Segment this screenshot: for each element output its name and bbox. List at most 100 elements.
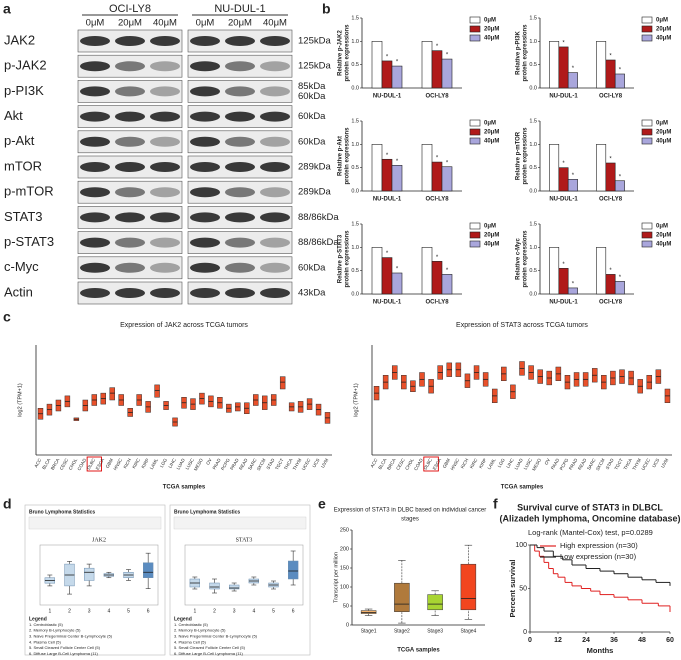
x-axis-label: TCGA samples — [163, 485, 206, 491]
significance-mark: * — [436, 44, 439, 50]
x-tick-label: PRAD — [229, 457, 240, 471]
legend-swatch — [469, 240, 481, 248]
blot-band — [225, 288, 255, 298]
blot-band — [225, 86, 255, 97]
x-tick-label: 60 — [666, 637, 674, 644]
x-tick-label: MESO — [193, 457, 204, 471]
bar — [421, 144, 433, 192]
x-tick-label: KIRC — [131, 457, 141, 469]
size-label: 60kDa — [298, 262, 326, 273]
x-tick-label: LGG — [159, 457, 168, 468]
legend-swatch — [469, 119, 481, 127]
x-tick-label: 48 — [638, 637, 646, 644]
x-tick-label: CHOL — [68, 457, 79, 471]
bar — [381, 158, 393, 192]
size-label: 43kDa — [298, 288, 326, 299]
y-tick-label: 1.5 — [351, 118, 359, 124]
x-tick-label: OCI-LY8 — [425, 94, 449, 100]
y-tick-label: 0 — [523, 629, 527, 636]
legend-item: 3. Naive Pregerminal Center B-Lymphocyte… — [174, 633, 258, 638]
box — [394, 582, 410, 612]
legend-label: 0μM — [656, 121, 668, 127]
legend-swatch — [469, 16, 481, 24]
x-tick-label: OCI-LY8 — [599, 300, 623, 306]
legend-item: 2. Memory B-Lymphocyte (5) — [29, 628, 81, 633]
x-tick-label: KICH — [122, 458, 132, 470]
x-tick-label: KIRP — [478, 458, 488, 470]
bar — [558, 167, 569, 192]
legend-swatch — [469, 137, 481, 145]
x-tick-label: OCI-LY8 — [599, 94, 623, 100]
y-tick-label: 200 — [340, 546, 349, 552]
legend-item: 4. Plasma Cell (5) — [29, 639, 61, 644]
y-tick-label: 1.5 — [529, 118, 537, 124]
x-tick-label: UCS — [311, 458, 320, 469]
x-tick-label: ACC — [369, 457, 378, 468]
significance-mark: * — [396, 159, 399, 165]
x-tick-label: SARC — [586, 457, 597, 471]
x-tick-label: NU-DUL-1 — [373, 197, 402, 203]
significance-mark: * — [386, 153, 389, 159]
cell-line-label: OCI-LY8 — [109, 3, 151, 15]
legend-item: 6. Diffuse Large B-Cell Lymphoma (11) — [174, 651, 244, 656]
bar — [596, 144, 607, 192]
blot-band — [80, 262, 110, 273]
blot-band — [150, 61, 180, 72]
significance-mark: * — [609, 157, 612, 163]
y-axis-label: Relative p-PI3K — [516, 30, 522, 74]
blot-band — [80, 136, 110, 147]
legend-swatch — [641, 222, 653, 230]
blot-band — [115, 288, 145, 298]
y-tick-label: 1.5 — [351, 221, 359, 227]
bar — [431, 261, 443, 295]
y-axis-label: Transcript per million — [333, 552, 339, 603]
blot-band — [225, 212, 255, 223]
y-tick-label: 1.0 — [529, 245, 537, 251]
x-tick-label: NU-DUL-1 — [549, 300, 578, 306]
significance-mark: * — [619, 68, 622, 74]
x-tick-label: 5 — [127, 608, 130, 614]
y-axis-label: protein expressions — [345, 230, 351, 288]
x-tick-label: 2 — [68, 608, 71, 614]
legend-label: 40μM — [484, 242, 499, 248]
panel-label: e — [318, 496, 326, 512]
x-tick-label: Stage1 — [361, 628, 377, 634]
size-label: 60kDa — [298, 91, 326, 102]
x-tick-label: NU-DUL-1 — [549, 94, 578, 100]
x-axis-label: TCGA samples — [501, 485, 544, 491]
screenshot-header: Bruno Lymphoma Statistics — [174, 509, 240, 515]
legend-swatch — [641, 128, 653, 136]
x-tick-label: 2 — [213, 608, 216, 614]
protein-label: p-STAT3 — [4, 234, 54, 249]
dose-label: 20μM — [118, 18, 142, 29]
blot-band — [150, 162, 180, 172]
legend-item: 5. Small Cleaved Follicle Center Cell (5… — [29, 645, 101, 650]
y-tick-label: 1.0 — [351, 39, 359, 45]
significance-mark: * — [396, 60, 399, 66]
legend-item: 3. Naive Pregerminal Center B-Lymphocyte… — [29, 633, 113, 638]
legend-item: 4. Plasma Cell (5) — [174, 639, 206, 644]
header-bar — [173, 516, 307, 530]
size-label: 88/86kDa — [298, 212, 339, 223]
chart-title: STAT3 — [236, 537, 253, 543]
bar — [421, 41, 433, 89]
protein-label: Akt — [4, 108, 23, 123]
blot-band — [225, 162, 255, 172]
significance-mark: * — [562, 41, 565, 47]
legend-label: 20μM — [656, 233, 671, 239]
protein-label: p-PI3K — [4, 83, 44, 98]
blot-band — [150, 111, 180, 122]
x-tick-label: Stage2 — [394, 628, 410, 634]
bar — [596, 41, 607, 89]
bar — [391, 272, 403, 295]
legend-swatch — [641, 34, 653, 42]
blot-band — [150, 288, 180, 298]
legend-label: 40μM — [484, 36, 499, 42]
bar — [371, 144, 383, 192]
legend-swatch — [469, 128, 481, 136]
bar — [421, 247, 433, 295]
blot-band — [260, 262, 290, 273]
y-tick-label: 50 — [343, 603, 349, 609]
x-tick-label: SARC — [247, 457, 258, 471]
x-tick-label: OV — [544, 458, 552, 466]
